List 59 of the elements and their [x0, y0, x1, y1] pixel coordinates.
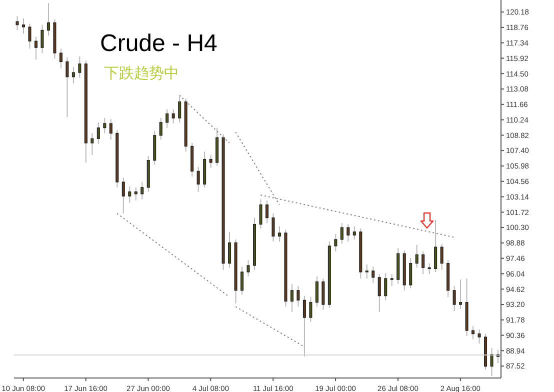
candlestick	[309, 296, 312, 322]
candlestick	[434, 219, 438, 272]
text: 下跌趋势中	[104, 64, 179, 83]
candlestick	[472, 326, 475, 340]
candlestick	[278, 226, 281, 242]
candlestick	[322, 278, 325, 310]
text: Crude - H4	[100, 30, 218, 58]
candlestick	[246, 260, 250, 277]
candlestick	[272, 212, 275, 242]
candlestick	[372, 266, 375, 284]
candlestick	[16, 16, 19, 31]
candlestick	[96, 122, 100, 145]
candlestick	[66, 56, 69, 118]
candlestick	[240, 266, 244, 296]
candlestick	[459, 279, 462, 310]
candlestick	[409, 257, 412, 289]
candlestick	[415, 244, 418, 268]
candlestick	[378, 274, 381, 313]
candlestick	[452, 286, 456, 312]
candlestick	[296, 286, 300, 308]
candlestick	[390, 274, 394, 287]
candlestick	[103, 118, 106, 134]
candlestick	[315, 276, 318, 308]
candlestick	[78, 56, 82, 78]
candlestick	[90, 132, 94, 156]
candlestick	[159, 118, 162, 140]
candlestick	[428, 262, 431, 275]
candlestick	[290, 283, 294, 313]
candlestick	[22, 18, 25, 34]
candlestick	[440, 243, 444, 270]
candlestick	[340, 222, 344, 244]
candlestick	[128, 186, 132, 204]
candlestick	[34, 36, 38, 60]
candlestick	[478, 328, 481, 344]
candlestick	[384, 272, 388, 301]
candlestick	[352, 226, 356, 240]
candlestick	[172, 108, 175, 124]
candlestick	[28, 23, 32, 50]
candlestick	[265, 200, 268, 224]
candlestick	[346, 224, 350, 242]
candlestick	[122, 177, 125, 214]
candlestick	[259, 198, 262, 230]
candlestick	[334, 234, 338, 252]
candlestick	[46, 2, 50, 36]
candlestick	[134, 186, 138, 201]
candlestick	[365, 264, 368, 279]
candlestick	[302, 295, 306, 358]
candlestick	[196, 166, 200, 192]
candlestick	[59, 48, 62, 69]
candlestick	[72, 66, 75, 84]
candlestick	[140, 182, 144, 200]
candlestick	[40, 24, 44, 54]
candlestick	[422, 250, 425, 275]
candlestick	[490, 347, 494, 377]
candlestick	[166, 108, 169, 128]
candlestick	[109, 118, 112, 140]
candlestick	[178, 96, 182, 123]
candlestick	[228, 231, 232, 268]
candlestick	[209, 154, 212, 168]
